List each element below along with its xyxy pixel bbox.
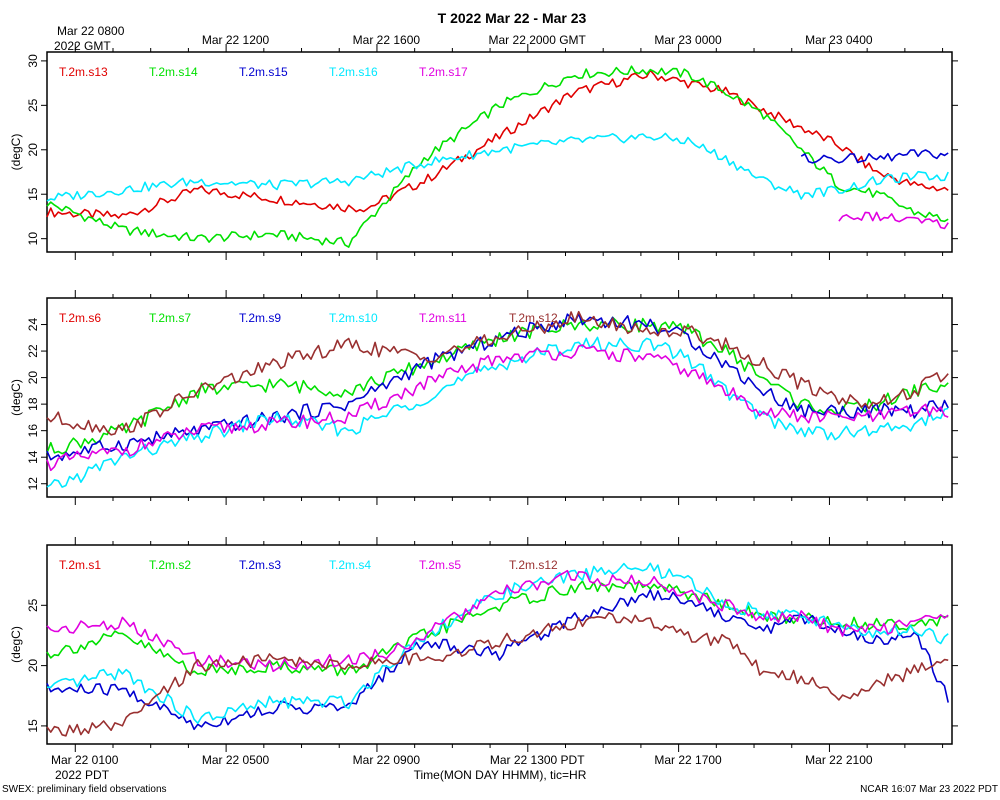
top-axis-first-sublabel: 2022 GMT <box>54 39 111 53</box>
y-tick-label: 20 <box>26 659 40 673</box>
legend-entry: T.2m.s7 <box>149 311 191 325</box>
legend-entry: T.2m.s4 <box>329 558 371 572</box>
series-line <box>46 569 949 673</box>
legend-entry: T.2m.s5 <box>419 558 461 572</box>
top-axis-label: Mar 22 1600 <box>353 33 421 47</box>
legend-entry: T.2m.s15 <box>239 65 288 79</box>
y-tick-label: 12 <box>26 477 40 491</box>
top-axis-label: Mar 23 0400 <box>805 33 873 47</box>
plot-frame <box>46 51 953 253</box>
top-axis-labels: Mar 22 1200 Mar 22 1600 Mar 22 2000 GMT Mar… <box>202 33 873 47</box>
y-tick-label: 10 <box>26 232 40 246</box>
series-line <box>46 132 949 202</box>
y-axis-title: (degC) <box>9 134 23 171</box>
legend-entry: T.2m.s1 <box>59 558 101 572</box>
top-axis-label: Mar 22 2000 GMT <box>489 33 587 47</box>
y-axis-title: (degC) <box>9 626 23 663</box>
bottom-axis-label: Mar 22 0500 <box>202 753 270 767</box>
panel-2: 12 14 16 18 20 22 24 (degC) T.2m.s6 T.2m.s7 T.2m.s… <box>9 290 958 505</box>
series-line <box>46 344 949 472</box>
legend-entry: T.2m.s14 <box>149 65 198 79</box>
y-tick-label: 20 <box>26 143 40 157</box>
legend-entry: T.2m.s12 <box>509 311 558 325</box>
y-tick-label: 22 <box>26 344 40 358</box>
y-tick-label: 14 <box>26 450 40 464</box>
y-tick-label: 18 <box>26 397 40 411</box>
bottom-axis-label: Mar 22 0900 <box>353 753 421 767</box>
legend-entry: T.2m.s9 <box>239 311 281 325</box>
series-line <box>46 562 949 724</box>
legend-entry: T.2m.s16 <box>329 65 378 79</box>
footer-right: NCAR 16:07 Mar 23 2022 PDT <box>860 784 998 795</box>
y-tick-label: 25 <box>26 98 40 112</box>
plot-frame <box>46 297 953 498</box>
legend-entry: T.2m.s17 <box>419 65 468 79</box>
legend-entry: T.2m.s11 <box>419 311 467 325</box>
legend-entry: T.2m.s13 <box>59 65 108 79</box>
chart-title: T 2022 Mar 22 - Mar 23 <box>438 10 587 26</box>
series-line <box>46 310 949 436</box>
y-tick-label: 20 <box>26 371 40 385</box>
y-axis-title: (degC) <box>9 379 23 416</box>
bottom-axis-label: Mar 22 1300 PDT <box>490 753 585 767</box>
x-axis-title: Time(MON DAY HHMM), tic=HR <box>414 768 587 782</box>
top-axis-first-label: Mar 22 0800 <box>57 24 125 38</box>
series-line <box>46 65 949 248</box>
y-tick-label: 15 <box>26 187 40 201</box>
y-tick-label: 25 <box>26 598 40 612</box>
series-line <box>46 316 949 455</box>
footer-left: SWEX: preliminary field observations <box>2 784 167 795</box>
series-line <box>800 149 949 164</box>
top-axis-label: Mar 22 1200 <box>202 33 270 47</box>
series-line <box>46 589 949 731</box>
series-line <box>838 211 949 230</box>
y-tick-label: 24 <box>26 318 40 332</box>
bottom-axis-label: Mar 22 2100 <box>805 753 873 767</box>
bottom-axis-sublabel: 2022 PDT <box>55 768 110 782</box>
series-line <box>46 69 949 219</box>
legend-entry: T.2m.s6 <box>59 311 101 325</box>
plot-frame <box>46 544 953 745</box>
panel-3: 15 20 25(degC) T.2m.s1 T.2m.s2 T.2m.s3 T.2m.s4… <box>9 537 958 752</box>
y-tick-label: 16 <box>26 424 40 438</box>
legend-entry: T.2m.s12 <box>509 558 558 572</box>
bottom-axis-label: Mar 22 1700 <box>654 753 722 767</box>
series-line <box>46 313 949 462</box>
legend-entry: T.2m.s2 <box>149 558 191 572</box>
panel-1: 10 15 20 25 30 (degC) T.2m.s13 T.2m.s14 T.2m.s15… <box>9 44 958 260</box>
legend-entry: T.2m.s10 <box>329 311 378 325</box>
y-tick-label: 30 <box>26 54 40 68</box>
legend-entry: T.2m.s3 <box>239 558 281 572</box>
y-tick-label: 15 <box>26 719 40 733</box>
top-axis-label: Mar 23 0000 <box>654 33 722 47</box>
bottom-axis-label: Mar 22 0100 <box>51 753 119 767</box>
bottom-axis-labels: Mar 22 0100 Mar 22 0500 Mar 22 0900 Mar 22 … <box>51 753 873 767</box>
series-line <box>46 579 949 677</box>
series-line <box>46 336 949 488</box>
series-line <box>46 612 949 737</box>
